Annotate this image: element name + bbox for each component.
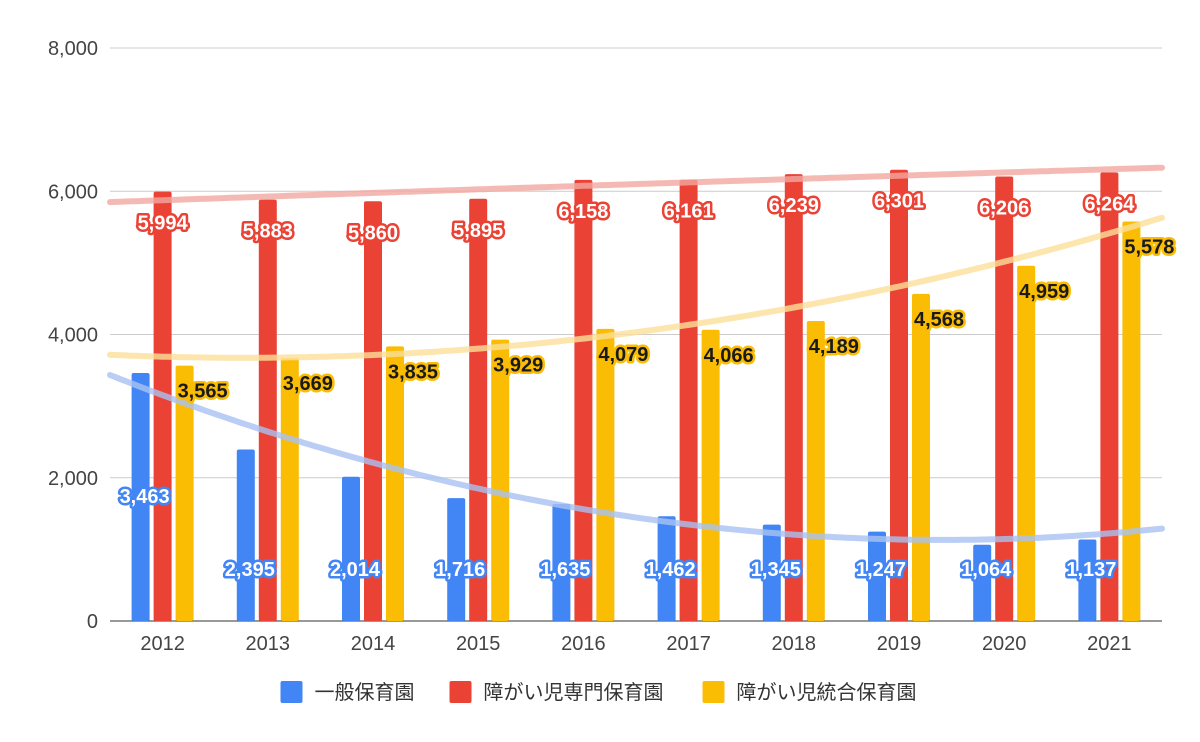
trendline [107,372,1165,543]
bar [973,544,992,621]
data-label: 6,158 [558,201,608,223]
y-tick-label: 4,000 [48,325,98,347]
bar [784,174,803,621]
data-label: 5,883 [243,221,293,243]
bar [1017,265,1036,621]
data-label: 3,929 [493,355,543,377]
data-label: 1,462 [646,559,696,581]
bar [1100,172,1119,621]
data-label: 6,239 [769,195,819,217]
y-tick-label: 8,000 [48,38,98,60]
bar [1078,539,1097,621]
data-label: 1,635 [540,559,590,581]
x-tick-label: 2012 [140,633,185,655]
data-label: 5,994 [138,213,189,235]
bar [596,328,615,621]
x-tick-label: 2016 [561,633,606,655]
trendline [107,214,1165,361]
data-label: 6,161 [664,201,714,223]
x-tick-label: 2017 [666,633,711,655]
bar [1122,221,1141,621]
data-label: 4,568 [914,309,964,331]
bar [280,358,299,621]
trendline [107,164,1165,206]
bar [175,365,194,621]
data-label: 6,206 [979,197,1029,219]
x-tick-label: 2019 [877,633,922,655]
bar [153,191,172,621]
data-label: 4,959 [1019,281,1069,303]
x-tick-label: 2013 [246,633,291,655]
bar [890,169,908,622]
bar [679,179,698,621]
y-tick-label: 2,000 [48,468,98,490]
data-label: 3,835 [388,361,438,383]
data-label: 2,014 [330,559,381,581]
data-label: 5,895 [453,220,503,242]
data-label: 1,716 [435,559,485,581]
data-label: 5,578 [1124,236,1174,258]
data-label: 3,565 [178,381,228,403]
bar [342,476,360,621]
bar [995,176,1014,622]
data-label: 1,137 [1066,559,1116,581]
data-label: 6,264 [1084,193,1135,215]
legend-swatch [280,681,303,703]
data-label: 4,066 [704,345,754,367]
legend-label: 障がい児専門保育園 [484,680,664,704]
data-label: 2,395 [225,559,275,581]
data-label: 1,345 [751,559,801,581]
data-label: 1,247 [856,559,906,581]
bar [236,449,255,621]
legend-swatch [449,681,472,703]
data-label: 4,189 [809,336,859,358]
bar [552,503,571,621]
legend-label: 障がい児統合保育園 [737,680,917,704]
bar [364,201,382,621]
bar [806,320,825,621]
bar [762,524,781,621]
data-label: 5,860 [348,222,398,244]
x-tick-label: 2018 [772,633,817,655]
x-tick-label: 2020 [982,633,1027,655]
x-tick-label: 2015 [456,633,501,655]
data-label: 6,301 [874,191,924,213]
data-label: 4,079 [598,344,648,366]
bar [574,179,593,622]
bar [491,339,510,621]
bar [701,329,720,621]
x-tick-label: 2021 [1087,633,1132,655]
bar [469,198,488,621]
legend-swatch [702,681,725,703]
x-tick-label: 2014 [351,633,396,655]
data-label: 1,064 [961,559,1012,581]
data-label: 3,669 [283,373,333,395]
bar [447,498,466,621]
bar [386,346,404,621]
bar [912,293,930,621]
bar [868,531,886,621]
data-label: 3,463 [120,486,170,508]
y-tick-label: 6,000 [48,181,98,203]
y-tick-label: 0 [87,611,98,633]
bar [258,199,277,621]
bar [657,516,676,621]
legend-label: 一般保育園 [315,680,415,704]
bar [131,372,150,621]
